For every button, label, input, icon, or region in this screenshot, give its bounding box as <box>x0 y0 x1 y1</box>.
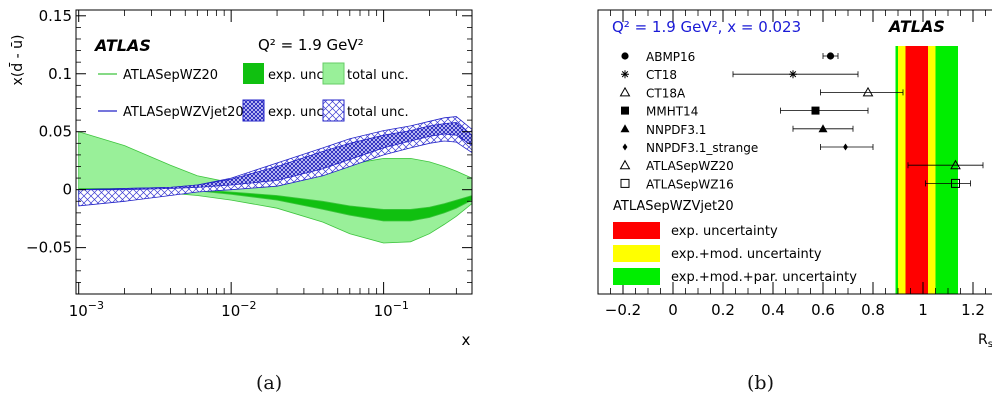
y-tick-label: 0.05 <box>39 123 72 141</box>
legend-label: CT18A <box>646 86 686 100</box>
legend-marker <box>619 86 631 97</box>
plot-frame <box>75 9 473 295</box>
x-tick-label-b: 1 <box>918 301 928 319</box>
legend-label-atlasepwz20: ATLASepWZ20 <box>123 68 218 83</box>
q2-annotation: Q² = 1.9 GeV² <box>258 36 364 54</box>
legend-swatch-green-exp <box>243 63 264 84</box>
panel-b: −0.2 0 0.2 0.4 0.6 0.8 1 1.2 ABMP16 CT18 CT18A MMH… <box>597 9 992 350</box>
legend-label: NNPDF3.1_strange <box>646 141 758 155</box>
legend-label: ATLASepWZ16 <box>646 177 734 191</box>
data-point <box>826 52 835 60</box>
legend-label: ABMP16 <box>646 50 695 64</box>
band-layer <box>78 116 473 244</box>
legend-label-total-unc-green: total unc. <box>347 68 409 83</box>
y-tick-label: 0.15 <box>39 7 72 25</box>
x-tick-label: 10−2 <box>221 299 256 320</box>
caption-a: (a) <box>256 372 283 394</box>
axes: 0.15 0.1 0.05 0 −0.05 10−3 10−2 10−1 <box>26 7 472 320</box>
band-label: exp.+mod. uncertainty <box>671 247 822 262</box>
data-point <box>811 106 820 115</box>
legend-marker <box>621 52 629 60</box>
x-tick-label-b: 0 <box>668 301 678 319</box>
x-tick-label: 10−1 <box>374 299 409 320</box>
band-swatch <box>613 222 660 239</box>
x-tick-label-b: 0.4 <box>761 301 785 319</box>
data-point <box>862 86 874 97</box>
data-point <box>818 124 828 133</box>
legend-label-exp-unc-blue: exp. unc. <box>268 105 328 120</box>
legend-label: MMHT14 <box>646 105 698 119</box>
legend-label: ATLASepWZ20 <box>646 159 734 173</box>
legend-label: CT18 <box>646 68 677 82</box>
axes-b: −0.2 0 0.2 0.4 0.6 0.8 1 1.2 <box>597 10 986 319</box>
data-point <box>951 178 960 188</box>
y-tick-label: 0.1 <box>48 65 72 83</box>
band-label: exp.+mod.+par. uncertainty <box>671 270 857 285</box>
y-tick-label: −0.05 <box>26 239 72 257</box>
legend-swatch-blue-total <box>322 99 345 122</box>
legend-marker <box>620 124 630 133</box>
legend-marker <box>622 143 628 151</box>
legend-label-atlasepwzvjet20: ATLASepWZVjet20 <box>123 105 244 120</box>
y-tick-label: 0 <box>62 181 72 199</box>
legend-marker <box>621 106 629 115</box>
rs-bands <box>895 46 958 294</box>
data-point <box>789 70 797 79</box>
x-axis-label: x <box>462 331 471 349</box>
x-tick-label-b: 0.6 <box>811 301 835 319</box>
x-tick-label-b: 1.2 <box>961 301 985 319</box>
data-point <box>950 159 961 170</box>
legend-marker <box>620 178 630 188</box>
atlas-logo-b: ATLAS <box>887 17 945 36</box>
band-atlasepwz20-total <box>78 131 473 244</box>
legend-marker <box>621 70 629 79</box>
q2-x-annotation: Q² = 1.9 GeV², x = 0.023 <box>612 18 801 36</box>
legend-swatch-green-total <box>322 62 345 85</box>
x-tick-label-b: 0.2 <box>711 301 735 319</box>
legend-swatch-blue-exp <box>242 99 265 122</box>
atlas-logo: ATLAS <box>93 36 151 55</box>
legend-marker <box>619 159 631 170</box>
band-label: exp. uncertainty <box>671 224 778 239</box>
x-tick-label: 10−3 <box>69 299 104 320</box>
bands-title: ATLASepWZVjet20 <box>613 199 734 214</box>
y-axis-label: x(d̄ - ū) <box>8 35 26 86</box>
x-tick-label-b: 0.8 <box>861 301 885 319</box>
legend-label-exp-unc-green: exp. unc. <box>268 68 328 83</box>
rs-band <box>905 46 928 294</box>
legend-label: NNPDF3.1 <box>646 123 706 137</box>
legend-label-total-unc-blue: total unc. <box>347 105 409 120</box>
x-axis-label-b: Rs <box>978 332 992 350</box>
band-swatch <box>613 268 660 285</box>
rs-points: ABMP16 CT18 CT18A MMHT14 NNPDF3.1 NNPDF3.1_st… <box>619 50 984 191</box>
x-tick-label-b: −0.2 <box>605 301 641 319</box>
data-point <box>843 143 848 151</box>
band-swatch <box>613 245 660 262</box>
caption-b: (b) <box>747 372 774 394</box>
bands-legend: exp. uncertainty exp.+mod. uncertainty exp… <box>613 222 857 285</box>
